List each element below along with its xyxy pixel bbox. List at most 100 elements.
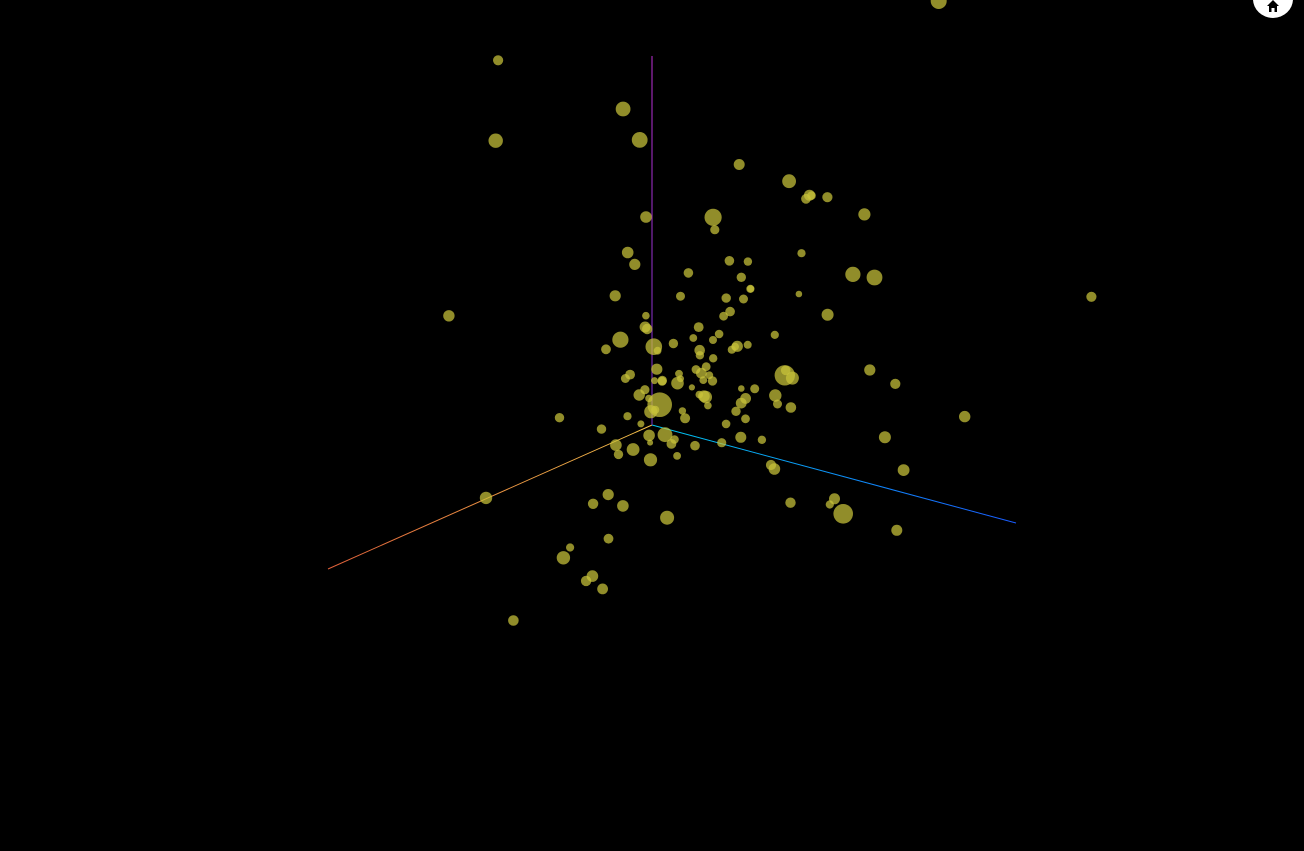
data-point[interactable] <box>610 439 622 451</box>
data-point[interactable] <box>623 412 632 421</box>
data-point[interactable] <box>717 438 727 448</box>
data-point[interactable] <box>640 211 652 223</box>
data-point[interactable] <box>1086 291 1097 302</box>
data-point[interactable] <box>710 225 720 235</box>
data-point[interactable] <box>673 452 681 460</box>
data-point[interactable] <box>719 311 728 321</box>
data-point[interactable] <box>629 258 641 270</box>
data-point[interactable] <box>743 257 753 266</box>
data-point[interactable] <box>741 414 750 424</box>
data-point[interactable] <box>738 385 745 392</box>
data-point[interactable] <box>580 575 592 587</box>
data-point[interactable] <box>693 322 704 332</box>
data-point[interactable] <box>731 406 741 416</box>
data-point[interactable] <box>801 193 811 204</box>
data-point[interactable] <box>845 266 861 282</box>
data-point[interactable] <box>821 308 834 321</box>
data-point[interactable] <box>721 419 731 429</box>
data-point[interactable] <box>493 55 504 66</box>
data-point[interactable] <box>878 431 891 444</box>
data-point[interactable] <box>704 208 722 226</box>
data-point[interactable] <box>488 133 503 148</box>
data-point[interactable] <box>642 323 653 335</box>
data-point[interactable] <box>866 269 883 286</box>
data-point[interactable] <box>709 336 717 344</box>
data-point[interactable] <box>833 504 853 524</box>
data-point[interactable] <box>725 306 735 317</box>
data-point[interactable] <box>701 362 711 372</box>
data-point[interactable] <box>657 427 673 443</box>
data-point[interactable] <box>677 375 684 383</box>
data-point[interactable] <box>735 431 747 443</box>
data-point[interactable] <box>736 272 746 282</box>
data-point[interactable] <box>704 401 712 410</box>
data-point[interactable] <box>602 489 614 501</box>
data-point[interactable] <box>556 551 571 565</box>
data-point[interactable] <box>740 393 751 404</box>
data-point[interactable] <box>695 351 705 360</box>
data-point[interactable] <box>678 407 687 415</box>
data-point[interactable] <box>633 389 645 401</box>
data-point[interactable] <box>612 331 629 348</box>
data-point[interactable] <box>795 290 803 298</box>
data-point[interactable] <box>651 405 660 414</box>
data-point[interactable] <box>653 346 662 355</box>
data-point[interactable] <box>587 498 599 509</box>
data-point[interactable] <box>797 249 806 258</box>
data-point[interactable] <box>770 330 779 339</box>
data-point[interactable] <box>825 500 834 509</box>
data-point[interactable] <box>897 464 910 476</box>
data-point[interactable] <box>709 354 718 363</box>
data-point[interactable] <box>747 285 755 293</box>
data-point[interactable] <box>864 364 876 376</box>
data-point[interactable] <box>617 500 629 512</box>
data-point[interactable] <box>782 174 796 189</box>
data-point[interactable] <box>765 459 777 471</box>
data-point[interactable] <box>721 293 731 303</box>
data-point[interactable] <box>657 375 667 386</box>
data-point[interactable] <box>959 410 971 423</box>
data-point[interactable] <box>660 510 675 525</box>
data-point[interactable] <box>695 390 704 399</box>
data-point[interactable] <box>691 365 701 374</box>
data-point[interactable] <box>688 384 696 391</box>
data-point[interactable] <box>757 435 767 444</box>
data-point[interactable] <box>615 101 631 117</box>
data-point[interactable] <box>739 294 748 304</box>
data-point[interactable] <box>690 440 700 451</box>
data-point[interactable] <box>858 208 871 221</box>
data-point[interactable] <box>683 268 694 278</box>
data-point[interactable] <box>643 429 655 442</box>
data-point[interactable] <box>597 583 608 595</box>
data-point[interactable] <box>714 329 724 339</box>
data-point[interactable] <box>743 340 752 349</box>
data-point[interactable] <box>670 435 679 444</box>
data-point[interactable] <box>596 424 607 434</box>
data-point[interactable] <box>566 543 575 552</box>
data-point[interactable] <box>601 344 611 355</box>
data-point[interactable] <box>785 497 796 508</box>
data-point[interactable] <box>731 342 739 351</box>
data-point[interactable] <box>508 615 519 626</box>
data-point[interactable] <box>609 290 621 302</box>
data-point[interactable] <box>631 132 648 148</box>
data-point[interactable] <box>642 311 650 320</box>
data-point[interactable] <box>668 338 679 349</box>
data-point[interactable] <box>613 449 624 460</box>
data-point[interactable] <box>651 377 658 385</box>
data-point[interactable] <box>680 413 691 424</box>
data-point[interactable] <box>773 399 782 409</box>
data-point[interactable] <box>479 491 493 505</box>
data-point[interactable] <box>785 402 797 413</box>
data-point[interactable] <box>724 255 735 266</box>
data-point[interactable] <box>637 420 645 428</box>
data-point[interactable] <box>707 376 718 386</box>
data-point[interactable] <box>689 334 698 342</box>
data-point[interactable] <box>890 378 901 389</box>
data-point[interactable] <box>621 246 634 259</box>
data-point[interactable] <box>891 524 903 536</box>
data-point[interactable] <box>626 443 640 456</box>
data-point[interactable] <box>443 310 455 322</box>
data-point[interactable] <box>733 159 745 170</box>
